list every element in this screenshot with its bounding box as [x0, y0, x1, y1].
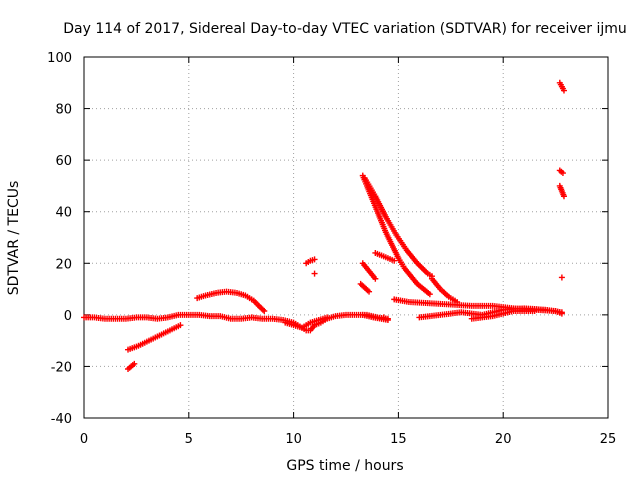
x-tick-labels: 0 5 10 15 20 25 [80, 432, 616, 447]
data-point [558, 274, 565, 281]
data-points [81, 79, 567, 373]
axis-ticks [83, 56, 609, 419]
y-tick-label: -40 [51, 412, 72, 427]
y-tick-label: 60 [55, 154, 72, 169]
data-point [131, 360, 138, 367]
grid [84, 57, 608, 418]
data-point [366, 288, 373, 295]
data-point [559, 170, 566, 177]
x-tick-label: 10 [285, 432, 302, 447]
data-point [558, 309, 565, 316]
y-tick-label: 40 [55, 206, 72, 221]
data-point [531, 307, 538, 314]
x-tick-label: 25 [600, 432, 617, 447]
x-tick-label: 5 [185, 432, 193, 447]
y-tick-label: 80 [55, 103, 72, 118]
y-tick-label: 100 [47, 51, 72, 66]
plot-area-frame [83, 56, 609, 419]
x-tick-label: 0 [80, 432, 88, 447]
y-tick-label: -20 [51, 360, 72, 375]
data-point [311, 256, 318, 263]
data-point [311, 270, 318, 277]
y-tick-labels: -40 -20 0 20 40 60 80 100 [47, 51, 72, 427]
data-point [177, 322, 184, 329]
data-point [324, 314, 331, 321]
data-point [560, 193, 567, 200]
x-tick-label: 15 [390, 432, 407, 447]
y-axis-title: SDTVAR / TECUs [6, 181, 22, 296]
data-point [426, 291, 433, 298]
data-point [372, 275, 379, 282]
x-tick-label: 20 [495, 432, 512, 447]
data-point [391, 257, 398, 264]
data-point [560, 87, 567, 94]
y-tick-label: 0 [64, 309, 72, 324]
x-axis-title: GPS time / hours [286, 458, 403, 474]
chart-title: Day 114 of 2017, Sidereal Day-to-day VTE… [63, 21, 627, 37]
data-point [359, 311, 366, 318]
data-point [261, 307, 268, 314]
y-tick-label: 20 [55, 257, 72, 272]
